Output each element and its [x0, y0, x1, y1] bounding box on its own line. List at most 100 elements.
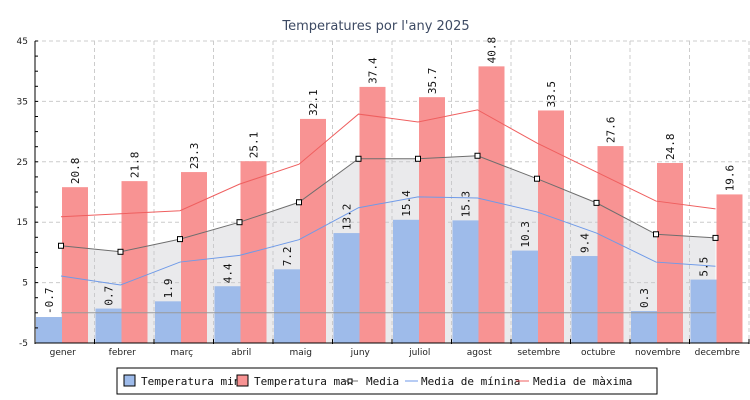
x-tick-label: decembre — [695, 348, 741, 358]
legend-item-max[interactable]: Temperatura max — [236, 374, 354, 388]
legend-marker-media — [347, 378, 353, 384]
media-point — [236, 219, 243, 226]
x-tick-label: octubre — [581, 348, 616, 358]
bar-temperatura-min — [393, 219, 419, 343]
media-point — [177, 236, 183, 243]
line-media-minima — [60, 196, 716, 286]
data-label-max: 33.5 — [545, 81, 558, 108]
bars — [36, 66, 743, 344]
data-label-min: 4.4 — [222, 263, 235, 283]
grid — [35, 40, 750, 343]
data-label-min: 10.3 — [519, 221, 532, 248]
legend-swatch-min — [123, 374, 136, 387]
bar-temperatura-max — [181, 172, 207, 343]
bar-temperatura-min — [95, 308, 122, 343]
data-label-min: 5.5 — [698, 257, 711, 277]
legend-label-media-max: Media de màxima — [533, 375, 632, 388]
bar-temperatura-min — [452, 220, 479, 343]
legend-label-media: Media — [366, 375, 399, 388]
legend: Temperatura min Temperatura max Media Me… — [116, 367, 658, 395]
bar-temperatura-min — [274, 269, 300, 343]
bar-temperatura-max — [359, 86, 386, 344]
bar-temperatura-max — [419, 97, 445, 343]
bar-temperatura-min — [333, 233, 360, 343]
legend-item-media-max[interactable]: Media de màxima — [516, 375, 632, 388]
data-label-min: 13.2 — [341, 204, 354, 231]
data-label-max: 40.8 — [486, 37, 499, 64]
media-point — [593, 199, 600, 206]
bar-temperatura-max — [478, 66, 505, 344]
data-label-max: 20.8 — [69, 158, 82, 185]
data-label-max: 23.3 — [188, 143, 201, 170]
x-tick-label: juliol — [408, 348, 430, 358]
legend-box — [116, 367, 658, 395]
data-label-max: 37.4 — [367, 57, 380, 84]
bar-temperatura-min — [631, 310, 657, 343]
data-label-min: -0.7 — [43, 288, 56, 315]
y-tick-label: -5 — [19, 339, 28, 349]
x-tick-label: gener — [50, 348, 76, 358]
media-point — [415, 155, 421, 162]
media-point — [474, 152, 481, 159]
data-label-min: 7.2 — [281, 246, 294, 266]
bar-temperatura-max — [716, 194, 743, 343]
y-tick-label: 25 — [17, 158, 28, 168]
bar-temperatura-min — [155, 301, 181, 343]
bar-temperatura-max — [657, 163, 683, 343]
x-tick-label: juny — [350, 348, 371, 358]
x-tick-label: febrer — [109, 348, 136, 358]
data-label-min: 0.7 — [103, 286, 116, 306]
axes: -5 5 15 25 35 45 gener febrer març abril maig juny j… — [17, 37, 750, 358]
legend-item-min[interactable]: Temperatura min — [123, 374, 240, 388]
media-point — [296, 199, 302, 206]
y-tick-label: 45 — [17, 37, 28, 47]
bar-temperatura-max — [538, 110, 564, 344]
legend-item-media-min[interactable]: Media de mínina — [405, 375, 520, 388]
data-label-max: 25.1 — [248, 132, 261, 159]
media-point — [355, 155, 362, 162]
line-media — [60, 155, 716, 253]
data-label-max: 35.7 — [426, 68, 439, 95]
data-label-max: 19.6 — [724, 165, 737, 192]
data-labels: -0.7 20.8 0.7 21.8 1.9 23.3 4.4 25.1 7.2 32.1 13.2… — [43, 37, 737, 314]
legend-item-media[interactable]: Media — [343, 375, 399, 388]
media-point — [712, 234, 719, 241]
data-label-max: 21.8 — [129, 152, 142, 179]
x-tick-label: abril — [231, 348, 251, 358]
media-point — [58, 242, 64, 249]
bar-temperatura-min — [36, 317, 62, 343]
chart-title: Temperatures por l'any 2025 — [281, 19, 469, 34]
legend-swatch-max — [236, 374, 249, 387]
y-tick-label: 5 — [22, 279, 28, 289]
data-label-max: 32.1 — [307, 89, 320, 116]
data-label-min: 9.4 — [579, 233, 592, 253]
legend-label-media-min: Media de mínina — [421, 375, 520, 388]
media-point — [117, 248, 124, 255]
data-label-min: 0.3 — [638, 288, 651, 308]
x-tick-label: agost — [467, 348, 492, 358]
x-tick-label: setembre — [517, 348, 560, 358]
data-label-min: 15.4 — [400, 190, 413, 217]
x-tick-label: maig — [290, 348, 313, 358]
y-tick-label: 15 — [17, 218, 28, 228]
legend-label-max: Temperatura max — [254, 375, 354, 388]
legend-label-min: Temperatura min — [141, 375, 240, 388]
x-tick-label: març — [170, 348, 193, 358]
data-label-min: 15.3 — [460, 191, 473, 218]
y-tick-label: 35 — [17, 97, 28, 107]
data-label-min: 1.9 — [162, 278, 175, 298]
bar-temperatura-min — [690, 279, 717, 343]
bar-temperatura-min — [512, 250, 538, 343]
bar-temperatura-max — [121, 181, 148, 343]
lines — [58, 109, 719, 314]
data-label-max: 24.8 — [664, 134, 677, 161]
media-point — [534, 175, 540, 182]
media-point — [653, 231, 659, 238]
bar-temperatura-max — [300, 118, 326, 343]
bar-temperatura-min — [214, 286, 241, 343]
bar-temperatura-max — [62, 187, 88, 343]
x-tick-label: novembre — [635, 348, 681, 358]
data-label-max: 27.6 — [605, 117, 618, 144]
bar-temperatura-min — [571, 256, 598, 343]
